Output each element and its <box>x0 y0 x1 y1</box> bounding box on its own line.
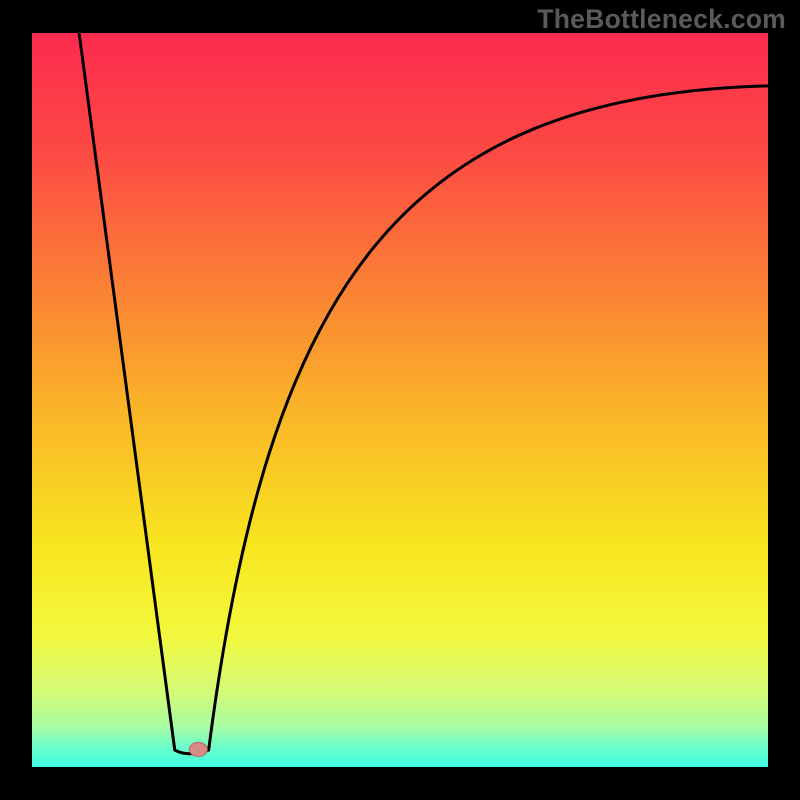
bottleneck-marker <box>189 742 207 756</box>
plot-area <box>32 33 768 767</box>
watermark-text: TheBottleneck.com <box>537 4 786 35</box>
chart-frame: TheBottleneck.com <box>0 0 800 800</box>
bottleneck-chart <box>0 0 800 800</box>
